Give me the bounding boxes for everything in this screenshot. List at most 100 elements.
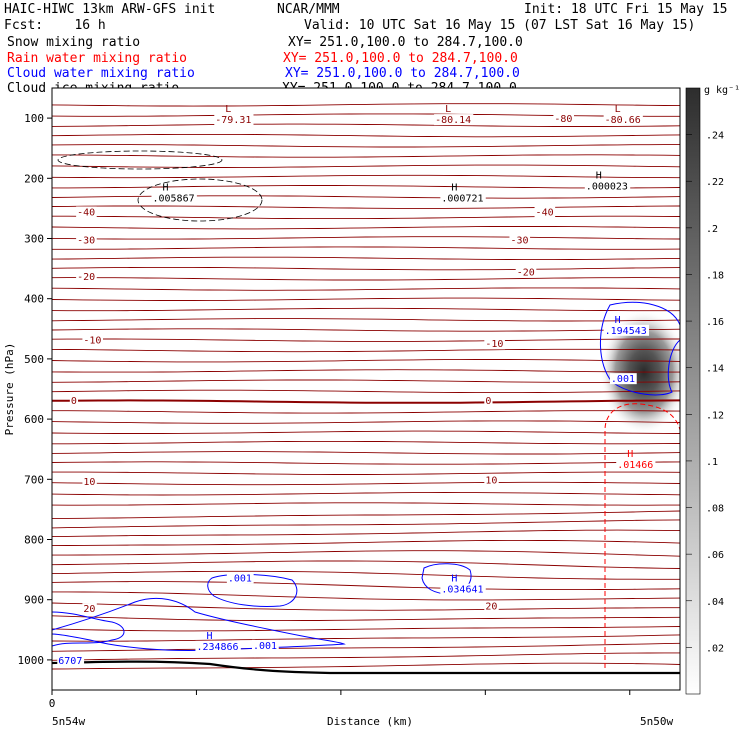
- isotherm-line: [52, 205, 680, 209]
- colorbar-ticks: .24 .22 .2 .18 .16 .14 .12 .1 .08 .06 .04 .02: [686, 131, 724, 654]
- x-left-label: 5n54w: [52, 715, 85, 728]
- isotherm-label: 0: [485, 396, 491, 407]
- isotherm-line: [52, 246, 680, 250]
- isotherm-line: [52, 481, 680, 486]
- colorbar: g kg⁻¹ .24 .22 .2 .18 .16 .14 .12 .1 .08 .06 .04 .0…: [685, 85, 740, 695]
- extremum-value-label: .000721: [441, 193, 483, 204]
- extremum-kind-label: H: [627, 449, 633, 460]
- isotherm-label: 10: [83, 477, 95, 488]
- isotherm-line: [52, 359, 680, 363]
- plot-background: [52, 88, 680, 690]
- y-axis-title: Pressure (hPa): [3, 343, 16, 436]
- cloud-water-contour: [600, 301, 680, 396]
- colorbar-ramp: [685, 87, 701, 695]
- snow-contour: [57, 150, 223, 170]
- isotherm-line: [52, 529, 680, 538]
- isotherm-line: [52, 307, 680, 312]
- y-tick-label: 1000: [18, 654, 45, 667]
- isotherm-line: [52, 634, 680, 642]
- isotherm-line: [52, 662, 680, 670]
- extremum-kind-label: H: [162, 182, 168, 193]
- forecast-hour: Fcst: 16 h: [4, 18, 106, 33]
- header: HAIC-HIWC 13km ARW-GFS init NCAR/MMM Ini…: [4, 2, 728, 96]
- extremum-value-label: .000023: [586, 181, 628, 192]
- isotherm-line: [52, 471, 680, 475]
- colorbar-unit: g kg⁻¹: [704, 85, 740, 96]
- label-background: [484, 338, 505, 350]
- label-background: [57, 654, 85, 666]
- extremum-kind-label: H: [596, 170, 602, 181]
- isotherm-line: [52, 277, 680, 281]
- colorbar-tick-label: .16: [706, 317, 724, 328]
- isotherm-label: -10: [83, 336, 101, 347]
- extremum-kind-label: H: [206, 631, 212, 642]
- label-background: [76, 234, 97, 246]
- temperature-contours: [52, 103, 680, 670]
- contour-labels: -80 -40 -40 -30 -30 -20 -20 -10 -10 0 0 10 10 20 20 .00…: [57, 104, 656, 667]
- extremum-value-label: -80.66: [605, 115, 641, 126]
- isotherm-line: [52, 591, 680, 601]
- colorbar-tick-label: .06: [706, 550, 724, 561]
- model-title: HAIC-HIWC 13km ARW-GFS init: [4, 2, 215, 17]
- y-tick-label: 300: [24, 233, 44, 246]
- extremum-value-label: .234866: [196, 642, 238, 653]
- isotherm-line: [52, 539, 680, 547]
- label-background: [584, 180, 631, 192]
- colorbar-tick-label: .18: [706, 270, 724, 281]
- label-background: [214, 114, 254, 126]
- isotherm-line: [52, 652, 680, 661]
- isotherm-label: 20: [83, 604, 95, 615]
- contour-value-label: 6707: [58, 656, 82, 667]
- isotherm-line: [52, 570, 680, 580]
- y-tick-label: 600: [24, 413, 44, 426]
- isotherm-line: [52, 519, 680, 529]
- isotherm-line: [52, 626, 680, 632]
- isotherm-line: [52, 510, 680, 519]
- colorbar-tick-label: .1: [706, 457, 718, 468]
- isotherm-line: [52, 164, 680, 168]
- label-background: [440, 192, 486, 204]
- isotherm-line: [52, 113, 680, 117]
- isotherm-line: [52, 369, 680, 373]
- isotherm-label: -20: [77, 272, 95, 283]
- isotherm-line: [52, 430, 680, 434]
- cloud-water-contour: [52, 611, 125, 647]
- isotherm-line: [52, 297, 680, 301]
- label-background: [509, 234, 531, 246]
- colorbar-tick-label: .22: [706, 177, 724, 188]
- isotherm-line: [52, 123, 680, 127]
- contour-value-label: .001: [611, 374, 635, 385]
- isotherm-line: [52, 338, 680, 342]
- isotherm-line: [52, 492, 680, 496]
- isotherm-line: [52, 133, 680, 138]
- center-label: NCAR/MMM: [277, 2, 340, 17]
- label-background: [553, 113, 574, 125]
- label-background: [484, 474, 499, 486]
- isotherm-label: -80: [554, 114, 572, 125]
- label-background: [603, 114, 643, 126]
- extremum-kind-label: H: [615, 315, 621, 326]
- colorbar-tick-label: .08: [706, 504, 724, 515]
- isotherm-line: [52, 185, 680, 189]
- extremum-kind-label: L: [445, 104, 451, 115]
- label-background: [440, 583, 486, 595]
- label-background: [151, 192, 197, 204]
- extremum-kind-label: L: [615, 104, 621, 115]
- isotherm-line: [52, 287, 680, 291]
- isotherm-line: [52, 256, 680, 261]
- label-background: [616, 459, 656, 471]
- field-name-snow: Snow mixing ratio: [7, 35, 140, 50]
- colorbar-tick-label: .14: [706, 364, 724, 375]
- snow-contour: [137, 178, 263, 222]
- x-axis-title: Distance (km): [327, 715, 413, 728]
- label-background: [515, 266, 537, 278]
- isotherm-line: [52, 502, 680, 506]
- plot-frame: [51, 87, 681, 691]
- y-tick-label: 200: [24, 172, 44, 185]
- label-background: [484, 600, 499, 612]
- y-tick-label: 400: [24, 293, 44, 306]
- field-name-cloud-water: Cloud water mixing ratio: [7, 66, 195, 81]
- field-xy-cloud-water: XY= 251.0,100.0 to 284.7,100.0: [285, 66, 520, 81]
- colorbar-tick-label: .12: [706, 410, 724, 421]
- cloud-water-contour: [52, 597, 346, 652]
